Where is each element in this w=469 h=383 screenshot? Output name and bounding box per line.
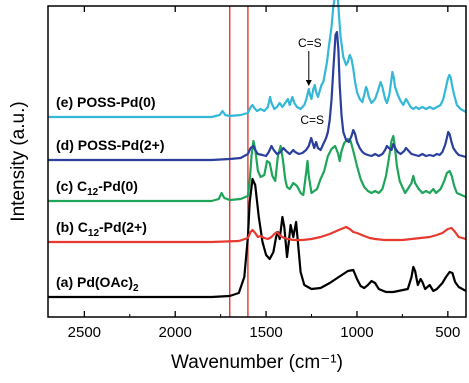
annotation-label-1: C=S: [298, 36, 322, 50]
annotation-label-2: C=S: [300, 113, 324, 127]
series-label-e: (e) POSS-Pd(0): [56, 94, 156, 110]
y-axis-title: Intensity (a.u.): [8, 101, 29, 221]
x-tick-label: 500: [435, 324, 460, 341]
x-tick-label: 1500: [249, 324, 282, 341]
x-tick-label: 1000: [340, 324, 373, 341]
x-tick-label: 2000: [159, 324, 192, 341]
x-tick-label: 2500: [68, 324, 101, 341]
series-label-d: (d) POSS-Pd(2+): [56, 137, 165, 153]
x-axis-title: Wavenumber (cm⁻¹): [171, 352, 343, 373]
